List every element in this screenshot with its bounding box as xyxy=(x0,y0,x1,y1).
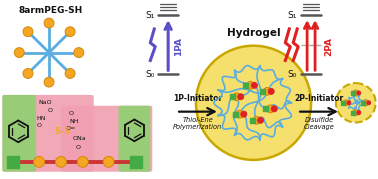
Text: 1PA: 1PA xyxy=(174,37,183,56)
Text: O: O xyxy=(48,108,53,113)
Bar xyxy=(341,101,345,105)
Circle shape xyxy=(238,94,244,100)
Bar xyxy=(263,106,268,111)
FancyBboxPatch shape xyxy=(61,106,152,172)
FancyBboxPatch shape xyxy=(2,95,36,172)
Text: S₀: S₀ xyxy=(288,70,297,79)
Text: HN: HN xyxy=(36,116,46,121)
Circle shape xyxy=(14,48,24,57)
Circle shape xyxy=(367,101,371,105)
Bar xyxy=(351,111,355,115)
Circle shape xyxy=(34,156,45,167)
Bar xyxy=(351,91,355,95)
Circle shape xyxy=(343,100,349,106)
Text: 2PA: 2PA xyxy=(324,37,333,56)
Circle shape xyxy=(44,77,54,87)
Circle shape xyxy=(236,110,244,118)
Circle shape xyxy=(357,111,361,115)
Text: S₁: S₁ xyxy=(146,11,155,20)
Text: NaO: NaO xyxy=(38,100,52,105)
Text: 1P-Initiator: 1P-Initiator xyxy=(173,94,223,103)
Circle shape xyxy=(56,156,67,167)
Circle shape xyxy=(271,106,277,112)
Circle shape xyxy=(353,110,359,116)
Bar xyxy=(243,83,248,88)
FancyBboxPatch shape xyxy=(2,95,94,172)
Circle shape xyxy=(65,69,75,78)
Circle shape xyxy=(74,48,84,57)
Text: NH: NH xyxy=(69,118,78,124)
Circle shape xyxy=(253,116,260,124)
FancyBboxPatch shape xyxy=(119,106,150,172)
Text: Hydrogel: Hydrogel xyxy=(227,28,280,38)
Circle shape xyxy=(246,81,254,89)
Bar xyxy=(230,94,235,99)
Text: 2P-Initiator: 2P-Initiator xyxy=(294,94,344,103)
Bar xyxy=(361,101,365,105)
Text: O: O xyxy=(76,145,81,150)
Circle shape xyxy=(103,156,114,167)
Circle shape xyxy=(77,156,88,167)
Text: Thiol-Ene
Polymerization: Thiol-Ene Polymerization xyxy=(173,117,223,130)
Text: O: O xyxy=(69,111,74,116)
Circle shape xyxy=(336,83,376,122)
Text: Disulfide
Cleavage: Disulfide Cleavage xyxy=(304,117,335,130)
Circle shape xyxy=(353,90,359,96)
Bar xyxy=(260,89,265,94)
Circle shape xyxy=(357,91,361,95)
Text: S₁: S₁ xyxy=(288,11,297,20)
Text: S₀: S₀ xyxy=(146,70,155,79)
Circle shape xyxy=(347,101,351,105)
Text: S–S: S–S xyxy=(55,127,71,136)
Circle shape xyxy=(266,105,274,113)
Circle shape xyxy=(196,46,311,160)
Circle shape xyxy=(263,88,271,95)
Bar xyxy=(250,118,255,123)
Text: ONa: ONa xyxy=(73,136,87,141)
Circle shape xyxy=(363,100,369,106)
Bar xyxy=(130,156,143,168)
Circle shape xyxy=(258,117,263,123)
Circle shape xyxy=(23,27,33,37)
Circle shape xyxy=(65,27,75,37)
Text: O=: O= xyxy=(66,126,76,131)
Circle shape xyxy=(44,18,54,28)
Text: 8armPEG-SH: 8armPEG-SH xyxy=(19,6,83,15)
Bar xyxy=(7,156,19,168)
Circle shape xyxy=(241,111,247,117)
Circle shape xyxy=(233,93,241,101)
Circle shape xyxy=(268,88,274,94)
Circle shape xyxy=(23,69,33,78)
Bar xyxy=(233,112,238,117)
Text: O: O xyxy=(36,124,41,129)
Circle shape xyxy=(251,82,257,88)
